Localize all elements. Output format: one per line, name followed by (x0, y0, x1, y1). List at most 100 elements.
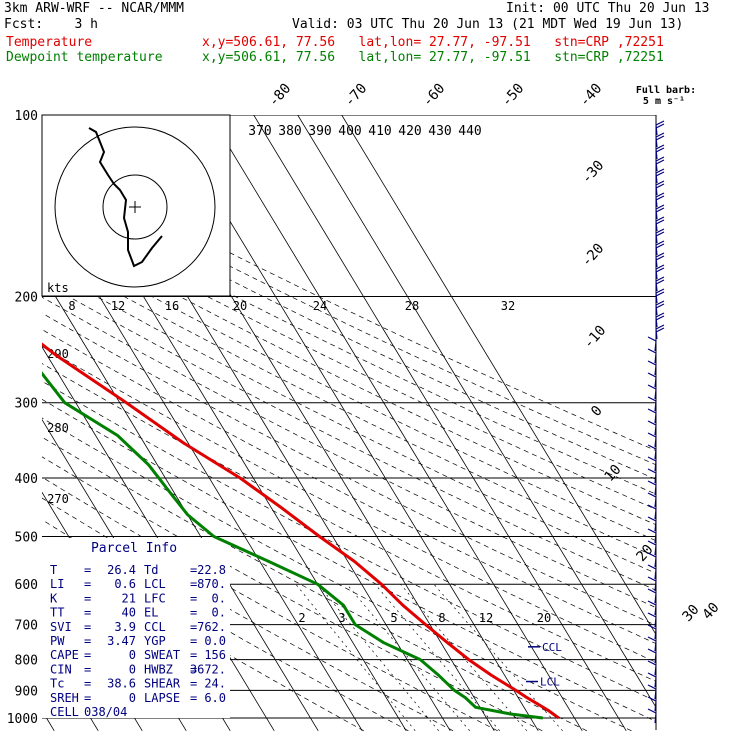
wind-barb (647, 348, 657, 364)
wind-barb-staff (655, 208, 658, 220)
mixing-ratio-line (374, 583, 500, 732)
wind-barb (647, 396, 657, 412)
wind-barb-flag (655, 144, 665, 150)
parcel-value: 038/04 (84, 705, 127, 719)
wind-barb-staff (654, 580, 657, 592)
wind-barb (655, 276, 665, 292)
parcel-value: 762. (197, 620, 226, 634)
theta-label: 380 (278, 124, 301, 139)
dry-adiabat (42, 312, 656, 626)
theta-label: 400 (338, 124, 361, 139)
parcel-key: SWEAT (144, 648, 180, 662)
parcel-key: CIN (50, 662, 72, 676)
wind-barb-flag (647, 348, 657, 354)
barb-legend-line2: 5 m s⁻¹ (643, 96, 685, 107)
parcel-eq: = (190, 677, 197, 691)
parcel-key: SREH (50, 691, 79, 705)
wind-barb-staff (654, 388, 657, 400)
parcel-value: 24. (204, 677, 226, 691)
forecast-hour: Fcst: 3 h (4, 17, 98, 32)
isotherm-label: -80 (266, 81, 295, 111)
wind-barb (647, 684, 657, 700)
dry-adiabat (42, 180, 656, 480)
isotherm-label: 40 (699, 600, 722, 623)
parcel-key: LCL (144, 577, 166, 591)
mixing-ratio-label: 2 (298, 611, 305, 625)
parcel-key: CELL (50, 705, 79, 719)
parcel-value: 3672. (190, 662, 226, 676)
wind-barb-flag (647, 480, 657, 486)
wind-barb (655, 192, 665, 208)
wind-barb-flag (647, 612, 657, 618)
wind-barb-flag (647, 576, 657, 582)
parcel-key: TT (50, 606, 64, 620)
hodograph-speed-tick: 20 (233, 299, 247, 313)
wind-barb-flag (655, 300, 665, 306)
wind-barb-flag (655, 132, 665, 138)
wind-barb (647, 420, 657, 436)
dry-adiabat (42, 476, 498, 732)
parcel-value: 0.6 (114, 577, 136, 591)
wind-barb-staff (654, 424, 657, 436)
wind-barb-staff (655, 328, 658, 340)
wind-barb-staff (655, 148, 658, 160)
wind-barb (647, 372, 657, 388)
wind-barb-flag (655, 159, 665, 165)
pressure-label: 800 (15, 654, 38, 669)
wind-barb-flag (647, 408, 657, 414)
parcel-value: 38.6 (107, 677, 136, 691)
theta-label: 290 (47, 347, 69, 361)
mixing-ratio-line (295, 583, 416, 732)
wind-barb-flag (655, 123, 665, 129)
parcel-info-box (42, 538, 230, 718)
wind-barb-flag (647, 468, 657, 474)
wind-barb-flag (655, 135, 665, 141)
wind-barb (655, 300, 665, 316)
wind-barb-flag (655, 315, 665, 321)
wind-barb-flag (655, 288, 665, 294)
dry-adiabat (42, 417, 632, 732)
wind-barb-flag (655, 180, 665, 186)
isotherm-label: -10 (581, 323, 610, 353)
wind-barb (647, 492, 657, 508)
wind-barb-staff (655, 160, 658, 172)
hodograph-speed-tick: 8 (68, 299, 75, 313)
wind-barb-flag (655, 303, 665, 309)
wind-barb-flag (647, 708, 657, 714)
parcel-value: 6.0 (204, 691, 226, 705)
pressure-label: 100 (15, 109, 38, 124)
hodograph-ring (54, 126, 216, 288)
wind-barb-flag (655, 267, 665, 273)
wind-barb (655, 240, 665, 256)
isotherm-label: -20 (579, 241, 608, 271)
lcl-marker-label: LCL (540, 676, 560, 689)
wind-barb-flag (647, 420, 657, 426)
hodograph-frame (41, 114, 231, 297)
temperature-station-info: x,y=506.61, 77.56 lat,lon= 27.77, -97.51… (202, 35, 664, 50)
parcel-value: 0 (129, 662, 136, 676)
hodograph-speed-tick: 12 (111, 299, 125, 313)
parcel-value: 40 (122, 606, 136, 620)
wind-barb-staff (655, 196, 658, 208)
theta-label: 420 (398, 124, 421, 139)
parcel-key: PW (50, 634, 65, 648)
parcel-eq: = (84, 677, 91, 691)
pressure-label: 900 (15, 684, 38, 699)
wind-barb (655, 144, 665, 160)
pressure-label: 700 (15, 619, 38, 634)
wind-barb (655, 180, 665, 196)
wind-barb-staff (655, 124, 658, 136)
parcel-eq: = (84, 577, 91, 591)
isotherm-line (42, 273, 319, 731)
parcel-key: LFC (144, 591, 166, 605)
wind-barb-staff (654, 676, 657, 688)
wind-barb-flag (647, 504, 657, 510)
pressure-label: 1000 (7, 712, 38, 727)
wind-barb-flag (655, 219, 665, 225)
wind-barb-flag (655, 324, 665, 330)
wind-barb-staff (655, 316, 658, 328)
parcel-key: EL (144, 606, 158, 620)
mixing-ratio-line (433, 583, 563, 732)
wind-barb (647, 384, 657, 400)
